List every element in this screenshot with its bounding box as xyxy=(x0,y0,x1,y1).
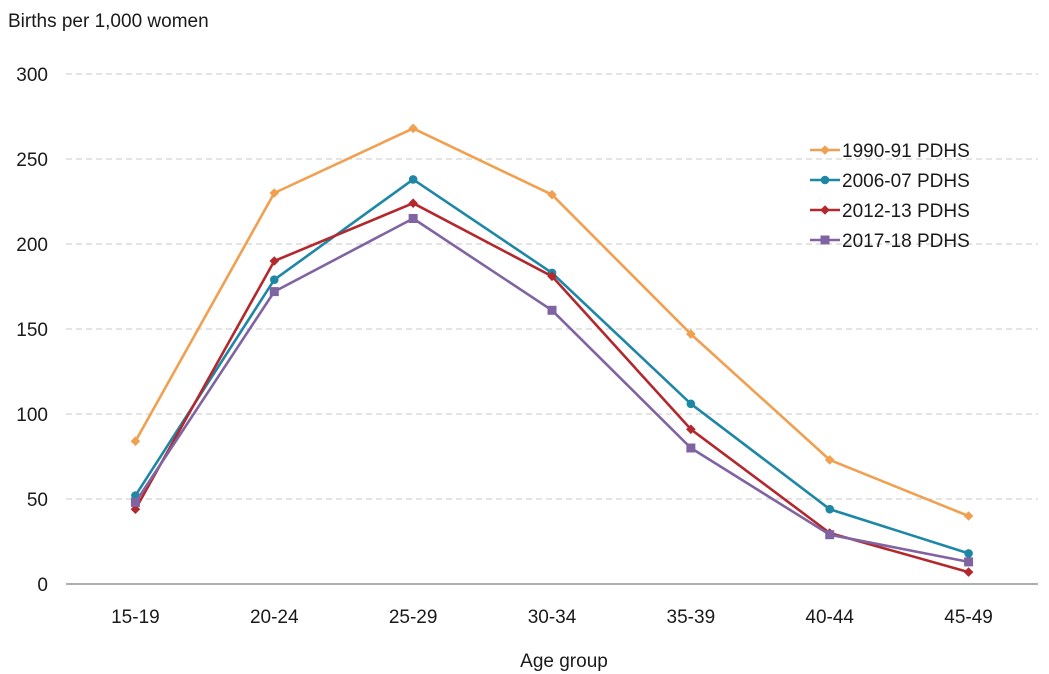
y-tick-label: 200 xyxy=(16,235,48,256)
series-3 xyxy=(130,214,974,567)
legend-swatch-marker xyxy=(820,205,830,215)
data-point xyxy=(269,287,279,297)
legend-swatch-marker xyxy=(820,235,830,245)
x-tick-label: 40-44 xyxy=(805,607,854,628)
data-point xyxy=(408,175,418,184)
data-point xyxy=(963,511,974,521)
legend-item: 1990-91 PDHS xyxy=(810,141,970,162)
data-point xyxy=(269,188,280,198)
series-2 xyxy=(130,198,974,577)
y-tick-label: 100 xyxy=(16,405,48,426)
legend-label: 2006-07 PDHS xyxy=(842,171,970,192)
legend: 1990-91 PDHS 2006-07 PDHS 2012-13 PDHS 2017… xyxy=(810,141,970,252)
gridlines xyxy=(66,73,1038,500)
y-tick-label: 50 xyxy=(27,490,48,511)
data-point xyxy=(963,567,974,577)
y-axis-title: Births per 1,000 women xyxy=(8,11,209,32)
x-axis-title: Age group xyxy=(520,651,608,672)
data-point xyxy=(547,189,557,200)
x-tick-label: 15-19 xyxy=(111,607,160,628)
series-line xyxy=(134,201,969,574)
legend-label: 2017-18 PDHS xyxy=(842,231,970,252)
data-point xyxy=(686,424,696,435)
legend-swatch-marker xyxy=(820,145,830,155)
legend-item: 2006-07 PDHS xyxy=(810,171,970,192)
data-point xyxy=(686,399,696,409)
y-tick-label: 150 xyxy=(16,320,48,341)
data-point xyxy=(408,214,418,223)
x-tick-label: 45-49 xyxy=(944,607,993,628)
legend-item: 2017-18 PDHS xyxy=(810,231,970,252)
x-tick-label: 35-39 xyxy=(667,607,716,628)
series-group xyxy=(130,123,974,577)
data-point xyxy=(269,256,280,266)
data-point xyxy=(686,329,696,339)
x-tick-label: 20-24 xyxy=(250,607,299,628)
data-point xyxy=(825,504,835,514)
x-axis-ticks: 15-19 20-24 25-29 30-34 35-39 40-44 45-49 xyxy=(111,607,993,628)
series-0 xyxy=(130,123,974,521)
data-point xyxy=(547,271,557,282)
data-point xyxy=(130,497,140,507)
data-point xyxy=(269,275,279,285)
x-tick-label: 30-34 xyxy=(528,607,577,628)
legend-swatch-marker xyxy=(820,175,830,185)
data-point xyxy=(686,443,696,453)
legend-label: 1990-91 PDHS xyxy=(842,141,970,162)
y-tick-label: 300 xyxy=(16,65,48,86)
data-point xyxy=(547,305,557,315)
data-point xyxy=(408,123,418,134)
data-point xyxy=(825,530,835,540)
data-point xyxy=(130,504,141,514)
data-point xyxy=(130,436,141,446)
data-point xyxy=(408,198,418,208)
y-axis-ticks: 0 50 100 150 200 250 300 xyxy=(16,65,48,596)
data-point xyxy=(824,455,835,465)
y-tick-label: 250 xyxy=(16,150,48,171)
legend-label: 2012-13 PDHS xyxy=(842,201,970,222)
data-point xyxy=(964,557,974,567)
x-tick-label: 25-29 xyxy=(389,607,438,628)
y-tick-label: 0 xyxy=(37,575,48,596)
data-point xyxy=(964,549,973,558)
legend-item: 2012-13 PDHS xyxy=(810,201,970,222)
